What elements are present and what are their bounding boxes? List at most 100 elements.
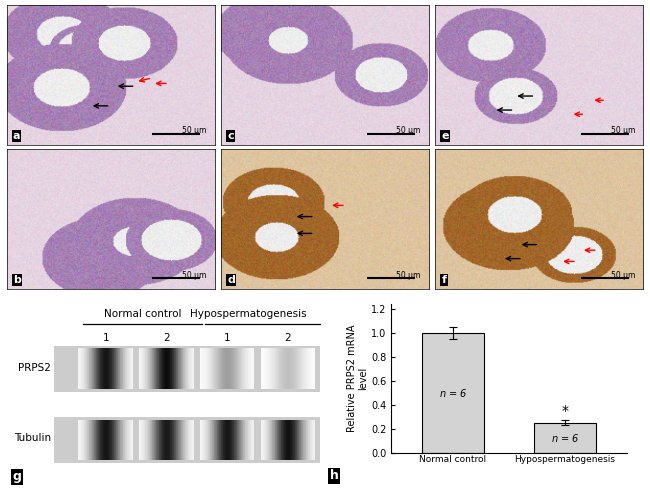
Bar <box>226 420 227 461</box>
Bar <box>157 348 158 389</box>
Bar <box>281 420 282 461</box>
Bar <box>84 420 85 461</box>
Bar <box>266 348 267 389</box>
Bar <box>122 420 124 461</box>
Bar <box>288 420 289 461</box>
Bar <box>301 420 302 461</box>
Bar <box>208 348 209 389</box>
Bar <box>218 420 219 461</box>
Bar <box>244 420 245 461</box>
Bar <box>161 420 162 461</box>
Bar <box>238 420 239 461</box>
Bar <box>120 420 121 461</box>
Bar <box>142 348 143 389</box>
Bar <box>219 348 220 389</box>
Bar <box>128 348 129 389</box>
Text: 50 μm: 50 μm <box>182 271 206 279</box>
Bar <box>127 348 128 389</box>
Bar <box>184 420 185 461</box>
Bar <box>207 420 208 461</box>
Bar <box>168 420 169 461</box>
Bar <box>139 420 140 461</box>
Bar <box>216 420 217 461</box>
Bar <box>308 420 309 461</box>
Bar <box>165 348 166 389</box>
Bar <box>287 348 288 389</box>
Bar <box>173 420 174 461</box>
Bar <box>100 348 101 389</box>
Bar <box>272 348 273 389</box>
Bar <box>110 348 111 389</box>
Bar <box>99 348 100 389</box>
Bar <box>294 348 295 389</box>
Bar <box>283 348 284 389</box>
Bar <box>233 420 234 461</box>
Bar <box>179 348 180 389</box>
Bar <box>252 348 253 389</box>
Text: *: * <box>562 404 569 418</box>
Bar <box>87 348 88 389</box>
Bar <box>114 420 115 461</box>
Bar <box>147 348 148 389</box>
Bar <box>113 348 114 389</box>
Text: $n$ = 6: $n$ = 6 <box>439 387 467 399</box>
Bar <box>242 420 243 461</box>
Bar <box>156 348 157 389</box>
Bar <box>142 420 143 461</box>
Bar <box>131 348 132 389</box>
Bar <box>183 348 184 389</box>
Bar <box>106 420 107 461</box>
Bar <box>266 420 267 461</box>
Bar <box>109 348 110 389</box>
Bar <box>83 420 84 461</box>
Bar <box>304 348 305 389</box>
Bar <box>251 348 252 389</box>
Bar <box>236 348 237 389</box>
Bar <box>127 420 128 461</box>
Bar <box>117 420 118 461</box>
Bar <box>273 420 274 461</box>
Bar <box>201 420 202 461</box>
Bar <box>303 420 304 461</box>
Bar <box>128 420 129 461</box>
Bar <box>169 420 170 461</box>
Bar <box>125 348 126 389</box>
Bar <box>186 348 187 389</box>
Bar <box>273 348 274 389</box>
Bar <box>270 420 271 461</box>
Bar <box>215 420 216 461</box>
Bar <box>106 348 107 389</box>
Bar <box>105 348 106 389</box>
Bar <box>146 420 147 461</box>
Bar <box>165 420 166 461</box>
Bar <box>220 420 222 461</box>
Bar <box>89 420 90 461</box>
Bar <box>294 420 295 461</box>
Bar <box>282 420 283 461</box>
Bar <box>158 420 159 461</box>
Bar <box>79 420 80 461</box>
Bar <box>274 420 275 461</box>
Bar <box>55 417 320 463</box>
Bar <box>177 348 178 389</box>
Bar <box>107 348 108 389</box>
Bar <box>301 348 302 389</box>
Bar <box>121 348 122 389</box>
Bar <box>174 348 175 389</box>
Bar <box>108 420 109 461</box>
Bar <box>245 348 246 389</box>
Bar <box>295 420 296 461</box>
Bar <box>207 348 208 389</box>
Bar <box>216 348 217 389</box>
Bar <box>287 420 288 461</box>
Bar <box>213 420 214 461</box>
Bar <box>235 420 236 461</box>
Bar <box>314 420 315 461</box>
Bar <box>181 348 182 389</box>
Bar <box>141 348 142 389</box>
Bar <box>178 420 179 461</box>
Bar <box>297 348 298 389</box>
Bar <box>261 420 262 461</box>
Bar <box>200 420 201 461</box>
Bar <box>92 420 93 461</box>
